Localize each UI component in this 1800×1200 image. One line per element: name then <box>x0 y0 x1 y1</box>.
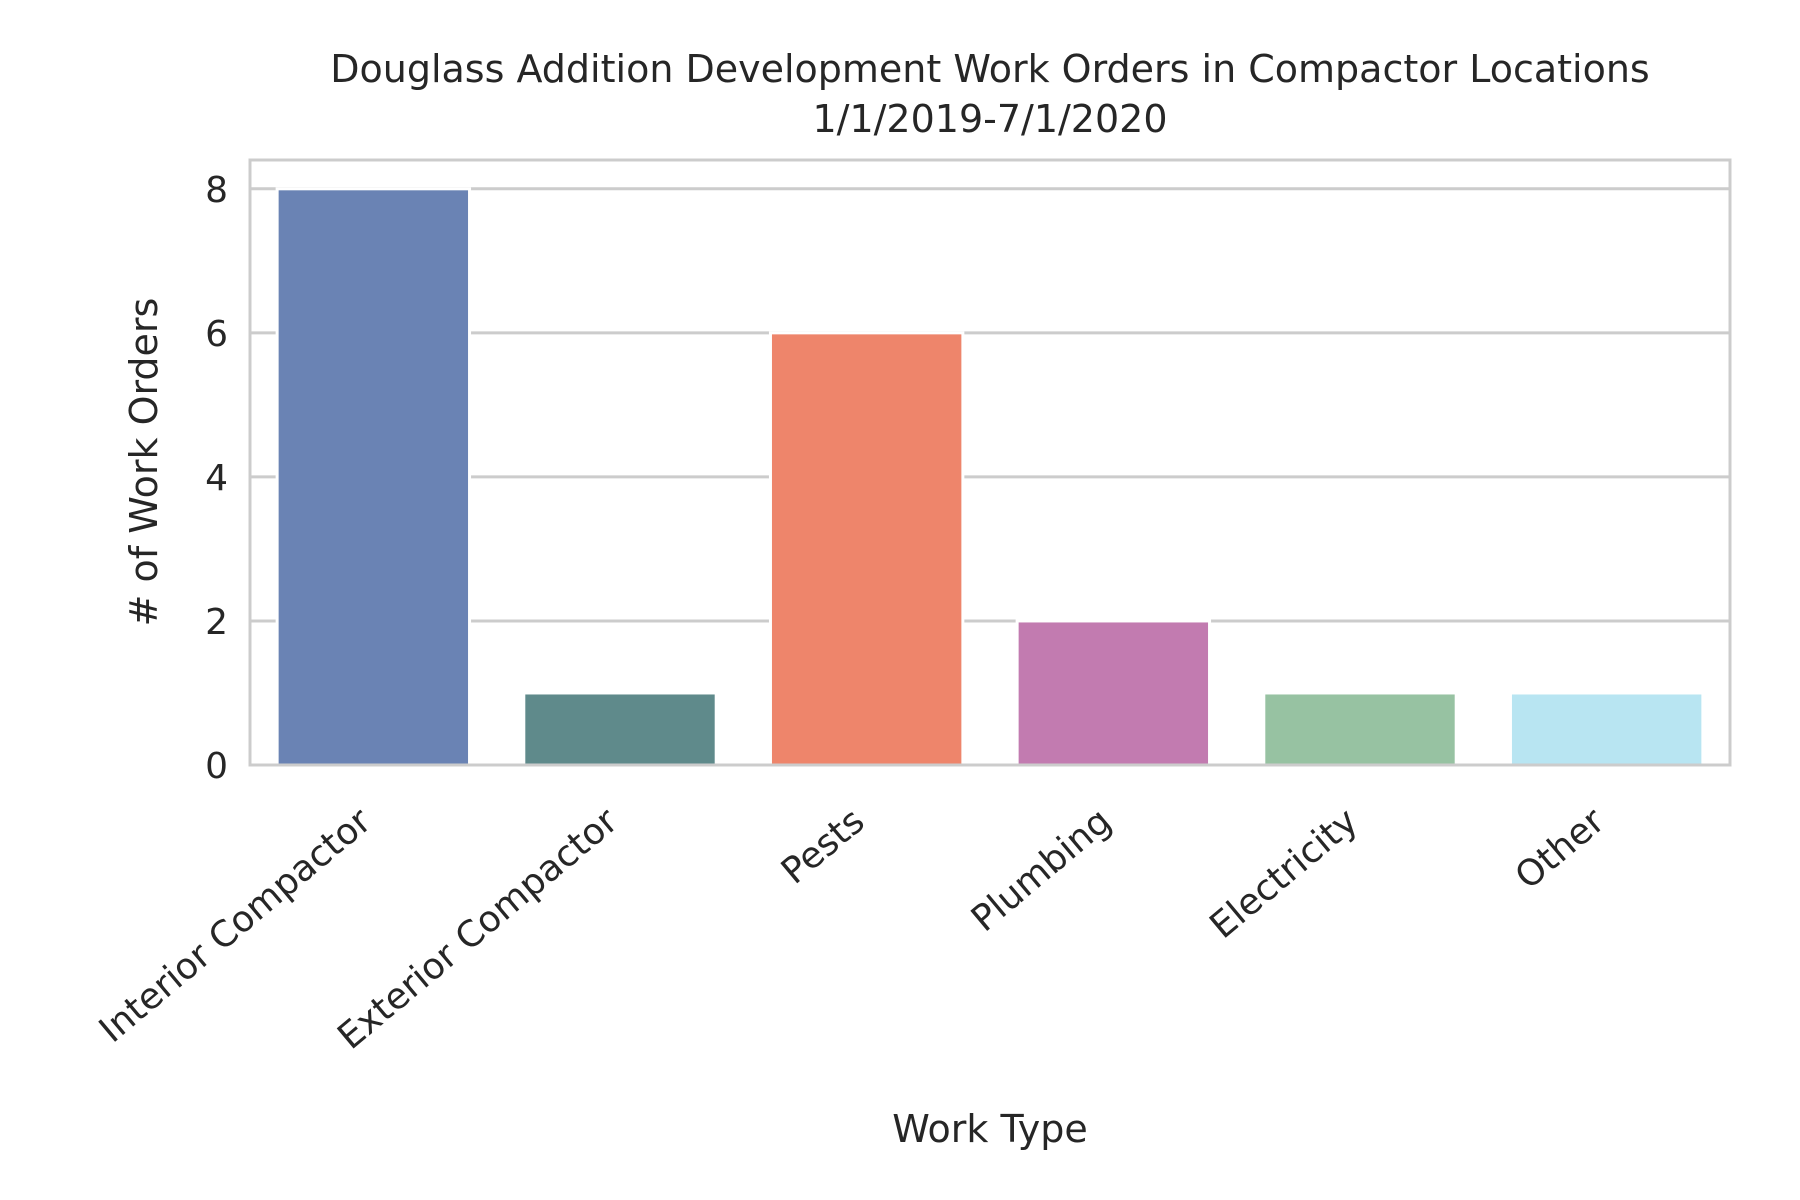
y-tick-labels: 0 2 4 6 8 <box>205 170 228 787</box>
x-tick-label: Plumbing <box>964 800 1119 939</box>
bar <box>522 691 718 767</box>
y-tick-label: 6 <box>205 314 228 355</box>
bars <box>275 187 1705 767</box>
y-tick-label: 4 <box>205 458 228 499</box>
bar <box>768 331 965 767</box>
bar <box>275 187 472 767</box>
x-tick-label: Other <box>1508 800 1613 897</box>
y-tick-label: 2 <box>205 602 228 643</box>
x-tick-label: Interior Compactor <box>92 800 379 1050</box>
x-tick-label: Electricity <box>1202 800 1365 946</box>
x-tick-label: Pests <box>774 800 873 892</box>
chart-title: Douglass Addition Development Work Order… <box>330 47 1649 91</box>
y-tick-label: 8 <box>205 170 228 211</box>
bar <box>1262 691 1458 767</box>
x-tick-label: Exterior Compactor <box>330 800 626 1057</box>
grid-lines <box>250 187 1730 767</box>
bar <box>1508 691 1705 767</box>
x-axis-label: Work Type <box>892 1107 1088 1151</box>
chart-subtitle: 1/1/2019-7/1/2020 <box>812 97 1167 141</box>
y-axis-label: # of Work Orders <box>122 298 166 627</box>
plot-frame <box>248 158 1732 767</box>
bar <box>1015 619 1212 767</box>
y-tick-label: 0 <box>205 746 228 787</box>
